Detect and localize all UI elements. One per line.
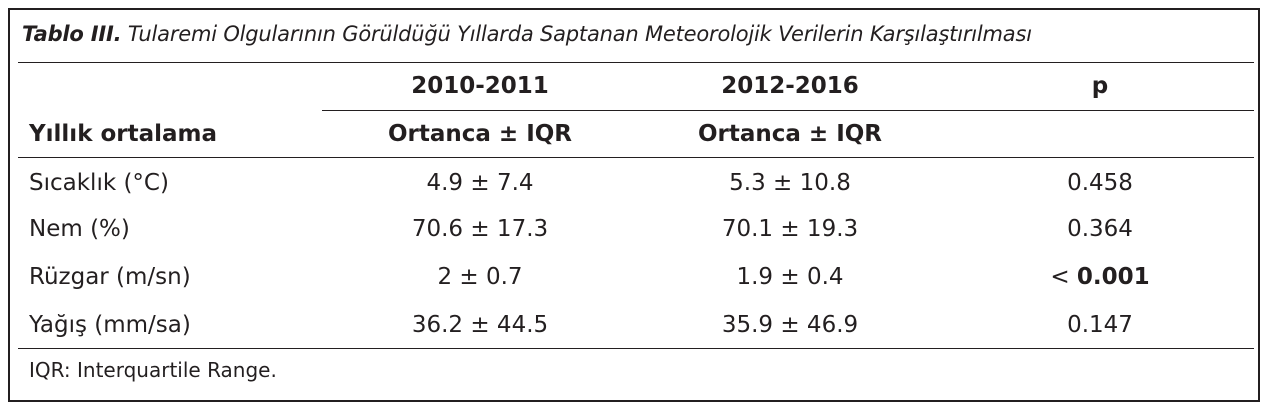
p-number: 0.001	[1076, 264, 1150, 290]
row-label: Rüzgar (m/sn)	[29, 264, 191, 290]
row-value-2010-2011: 70.6 ± 17.3	[411, 216, 549, 242]
row-value-2012-2016: 35.9 ± 46.9	[721, 312, 859, 338]
row-value-2012-2016: 70.1 ± 19.3	[721, 216, 859, 242]
row-p-value: 0.458	[1000, 168, 1200, 198]
row-value-2010-2011: 36.2 ± 44.5	[411, 312, 549, 338]
header-p: p	[1091, 73, 1109, 99]
row-value-2010-2011: 4.9 ± 7.4	[426, 170, 534, 196]
header-row-label: Yıllık ortalama	[29, 121, 218, 147]
caption-label: Tablo III.	[22, 22, 122, 46]
rule-bottom	[18, 348, 1254, 349]
header-stat-1: Ortanca ± IQR	[387, 121, 573, 147]
rule-header-bottom	[18, 157, 1254, 158]
row-p-value: < 0.001	[1000, 262, 1200, 292]
row-value-2012-2016: 1.9 ± 0.4	[736, 264, 844, 290]
rule-top	[18, 62, 1254, 63]
row-p-value: 0.364	[1000, 214, 1200, 244]
p-number: 0.364	[1067, 216, 1133, 242]
p-number: 0.147	[1067, 312, 1133, 338]
row-p-value: 0.147	[1000, 310, 1200, 340]
caption-title: Tularemi Olgularının Görüldüğü Yıllarda …	[127, 22, 1032, 46]
header-stat-2: Ortanca ± IQR	[697, 121, 883, 147]
table-caption: Tablo III. Tularemi Olgularının Görüldüğ…	[22, 22, 1032, 46]
table-frame	[8, 8, 1260, 402]
p-prefix: <	[1050, 264, 1077, 290]
row-label: Yağış (mm/sa)	[29, 312, 191, 338]
row-label: Sıcaklık (°C)	[29, 170, 169, 196]
p-number: 0.458	[1067, 170, 1133, 196]
row-value-2012-2016: 5.3 ± 10.8	[729, 170, 851, 196]
row-value-2010-2011: 2 ± 0.7	[437, 264, 523, 290]
header-period-2012-2016: 2012-2016	[721, 73, 859, 99]
table-footnote: IQR: Interquartile Range.	[29, 358, 277, 382]
header-period-2010-2011: 2010-2011	[411, 73, 549, 99]
rule-header-sub	[322, 110, 1254, 111]
row-label: Nem (%)	[29, 216, 130, 242]
